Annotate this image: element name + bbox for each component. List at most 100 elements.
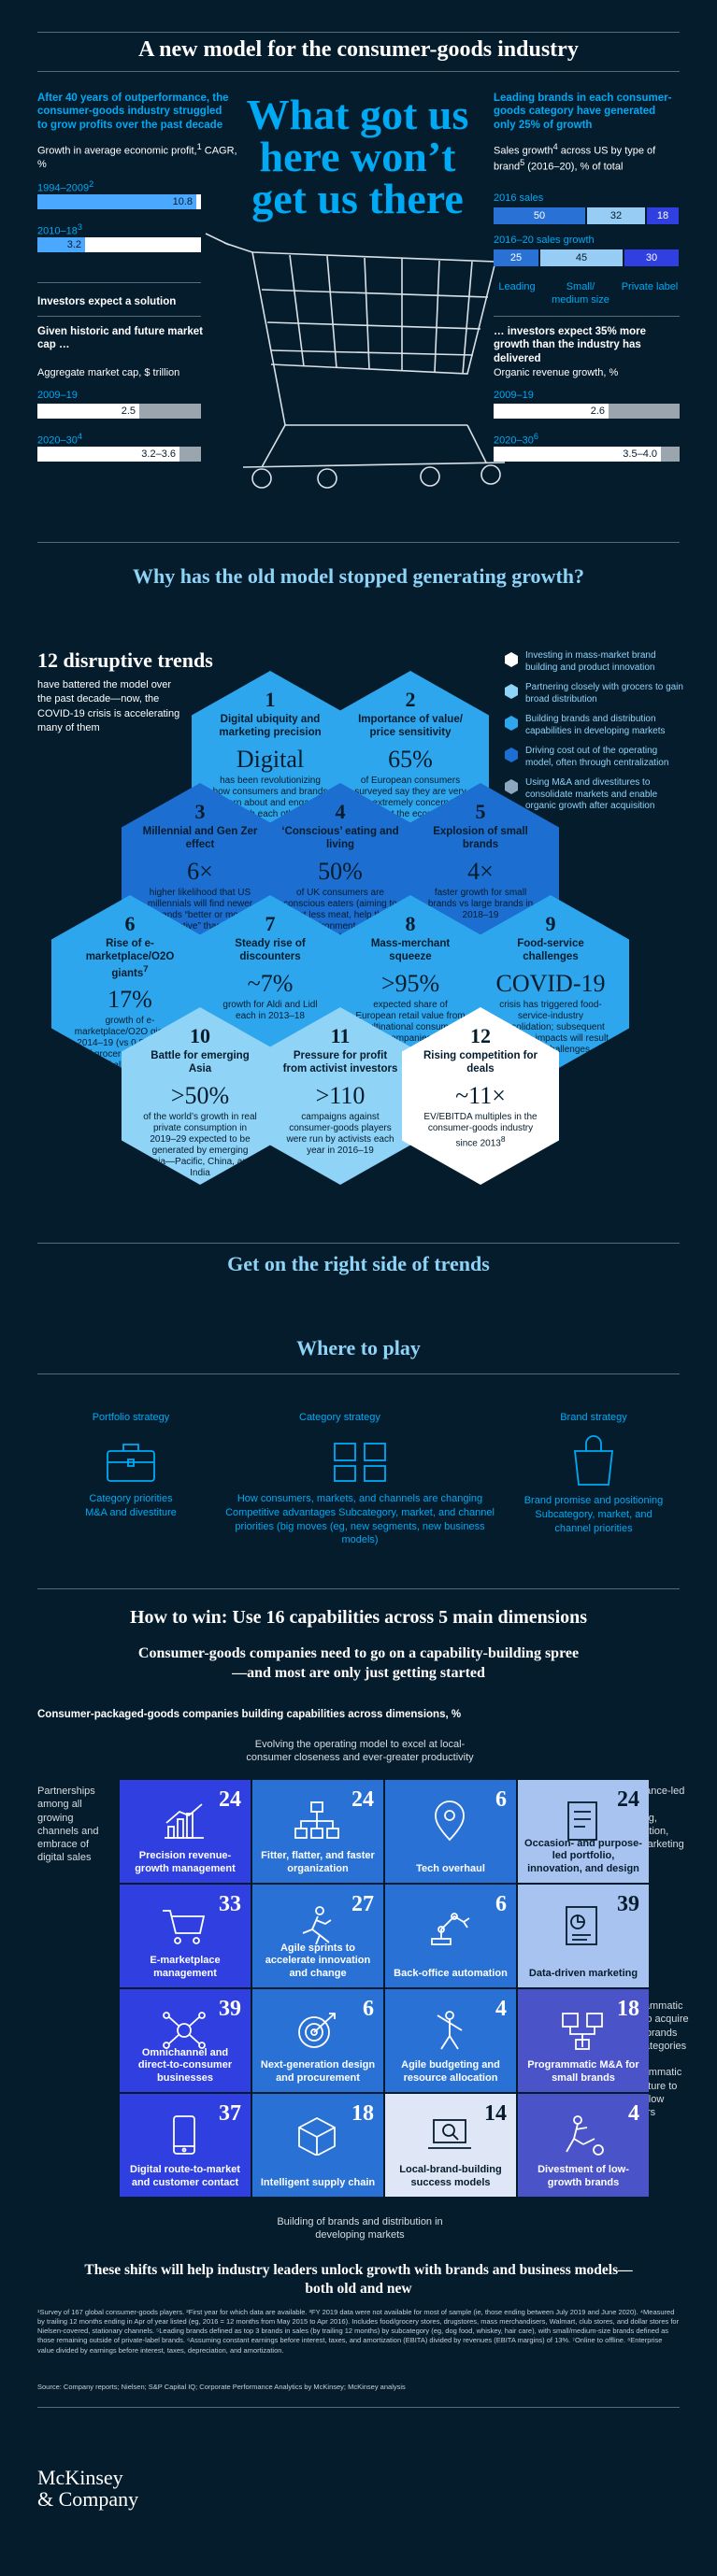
- investors-right: … investors expect 35% more growth than …: [494, 326, 646, 364]
- left-rule-2: [37, 316, 201, 317]
- trend-value: >110: [315, 1081, 366, 1109]
- trend-value: >95%: [380, 969, 440, 997]
- trend-number: 8: [405, 912, 416, 935]
- legend-item: Investing in mass-market brand building …: [525, 650, 656, 673]
- merge-icon: [562, 2013, 603, 2050]
- section-rule-1: [37, 542, 680, 543]
- trend-value: >50%: [170, 1081, 230, 1109]
- capability-value: 6: [495, 1787, 507, 1812]
- chart-label: Consumer-packaged-goods companies buildi…: [37, 1709, 462, 1720]
- bar-value: 10.8: [37, 194, 196, 209]
- capability-label: Fitter, flatter, and faster organization: [261, 1850, 375, 1874]
- capability-tile: 24 Precision revenue-growth management: [120, 1780, 251, 1883]
- trend-number: 10: [190, 1024, 210, 1047]
- trend-description: EV/EBITDA multiples in the consumer-good…: [423, 1111, 538, 1148]
- trend-value: 4×: [467, 857, 494, 885]
- section-rule-3: [37, 1588, 680, 1589]
- legend-hex-icon: [505, 684, 518, 699]
- trend-value: COVID-19: [495, 969, 606, 997]
- capability-value: 18: [351, 2101, 374, 2126]
- trend-title: Steady rise of discounters: [235, 938, 306, 962]
- bar-period-label: 2020–306: [494, 432, 538, 447]
- stack-segment: 32: [587, 207, 645, 224]
- bar-value: 3.5–4.0: [494, 447, 661, 462]
- trend-description: growth for Aldi and Lidl each in 2013–18: [222, 999, 318, 1021]
- capability-label: Digital route-to-market and customer con…: [130, 2164, 240, 2188]
- footnotes: ¹Survey of 167 global consumer-goods pla…: [37, 2308, 680, 2355]
- trend-value: 65%: [388, 745, 433, 773]
- category-strategy: Category strategy How consumers, markets…: [224, 1411, 495, 1547]
- category-grid-icon: [334, 1442, 386, 1482]
- capability-tile: 18 Programmatic M&A for small brands: [518, 1989, 649, 2092]
- legend-hex-icon: [505, 652, 518, 667]
- trend-number: 3: [194, 800, 206, 823]
- bar-period-label: 1994–20092: [37, 179, 94, 194]
- portfolio-title: Portfolio strategy: [92, 1412, 170, 1423]
- sales-2016-label: 2016 sales: [494, 192, 544, 204]
- right-side-title: Get on the right side of trends: [227, 1252, 490, 1275]
- capability-label: Tech overhaul: [416, 1862, 485, 1874]
- capability-label: Agile sprints to accelerate innovation a…: [265, 1942, 371, 1979]
- capability-tile: 24 Fitter, flatter, and faster organizati…: [252, 1780, 383, 1883]
- legend-item: Driving cost out of the operating model,…: [525, 746, 669, 768]
- capability-value: 24: [219, 1787, 241, 1812]
- bar-value: 3.2–3.6: [37, 447, 179, 462]
- trend-description: faster growth for small brands vs large …: [427, 887, 534, 920]
- bar-period-label: 2009–19: [494, 390, 534, 401]
- portfolio-strategy: Portfolio strategy Category priorities M…: [51, 1411, 210, 1520]
- stack-segment: 45: [540, 249, 623, 266]
- trends-subtitle: have battered the model over the past de…: [37, 679, 180, 734]
- capability-label: Occasion- and purpose-led portfolio, inn…: [524, 1837, 642, 1874]
- trend-description: of the world’s growth in real private co…: [143, 1111, 257, 1178]
- trend-value: 6×: [187, 857, 213, 885]
- trend-description: has been revolutionizing how consumers a…: [212, 775, 328, 819]
- capability-tile: 14 Local-brand-building success models: [385, 2094, 516, 2197]
- bar-value: 2.6: [494, 404, 609, 419]
- closing-statement: These shifts will help industry leaders …: [84, 2262, 633, 2298]
- category-title: Category strategy: [299, 1412, 380, 1423]
- section-rule-2: [37, 1243, 680, 1244]
- capability-tile: 27 Agile sprints to accelerate innovation…: [252, 1885, 383, 1987]
- brand-title: Brand strategy: [560, 1412, 627, 1423]
- brand-type-small: Small/ medium size: [552, 281, 609, 306]
- trend-number: 9: [545, 912, 556, 935]
- left-rule-1: [37, 282, 201, 283]
- capability-label: Local-brand-building success models: [399, 2164, 502, 2188]
- bottom-rule: [37, 2407, 680, 2408]
- bar-value: 2.5: [37, 404, 139, 419]
- market-cap-label: Aggregate market cap, $ trillion: [37, 367, 180, 378]
- investors-expect: Investors expect a solution: [37, 296, 177, 307]
- trend-title: Pressure for profit from activist invest…: [282, 1050, 398, 1075]
- left-label: Partnerships among all growing channels …: [37, 1786, 99, 1864]
- document-icon: [567, 1801, 597, 1841]
- trend-number: 4: [335, 800, 346, 823]
- bottom-label: Building of brands and distribution in d…: [277, 2216, 443, 2242]
- how-subtitle: Consumer-goods companies need to go on a…: [137, 1645, 580, 1681]
- trend-title: Importance of value/ price sensitivity: [358, 714, 463, 738]
- growth-label: Growth in average economic profit,1 CAGR…: [37, 142, 237, 170]
- trends-title: 12 disruptive trends: [37, 648, 213, 672]
- brand-type-private: Private label: [621, 281, 679, 292]
- network-icon: [163, 2012, 206, 2049]
- trend-number: 7: [265, 912, 276, 935]
- capability-value: 18: [617, 1997, 639, 2021]
- capability-value: 37: [219, 2101, 241, 2126]
- page-title: A new model for the consumer-goods indus…: [138, 37, 579, 62]
- capability-value: 4: [495, 1997, 507, 2021]
- capability-label: Back-office automation: [394, 1967, 508, 1979]
- logo-line-2: & Company: [37, 2487, 139, 2512]
- trend-title: Millennial and Gen Zer effect: [142, 826, 258, 850]
- right-intro: Leading brands in each consumer-goods ca…: [494, 93, 672, 131]
- stack-segment: 30: [624, 249, 679, 266]
- capability-value: 24: [351, 1787, 374, 1812]
- sales-label: Sales growth4 across US by type of brand…: [494, 142, 656, 173]
- brand-strategy: Brand strategy Brand promise and positio…: [523, 1411, 664, 1535]
- capability-tile: 6 Back-office automation: [385, 1885, 516, 1987]
- capability-label: Divestment of low-growth brands: [538, 2164, 629, 2188]
- capability-label: Intelligent supply chain: [260, 2176, 376, 2188]
- sales-growth-label: 2016–20 sales growth: [494, 235, 595, 246]
- market-cap-intro: Given historic and future market cap …: [37, 326, 204, 351]
- capability-value: 14: [484, 2101, 507, 2126]
- right-rule: [494, 316, 680, 317]
- capability-tile: 33 E-marketplace management: [120, 1885, 251, 1987]
